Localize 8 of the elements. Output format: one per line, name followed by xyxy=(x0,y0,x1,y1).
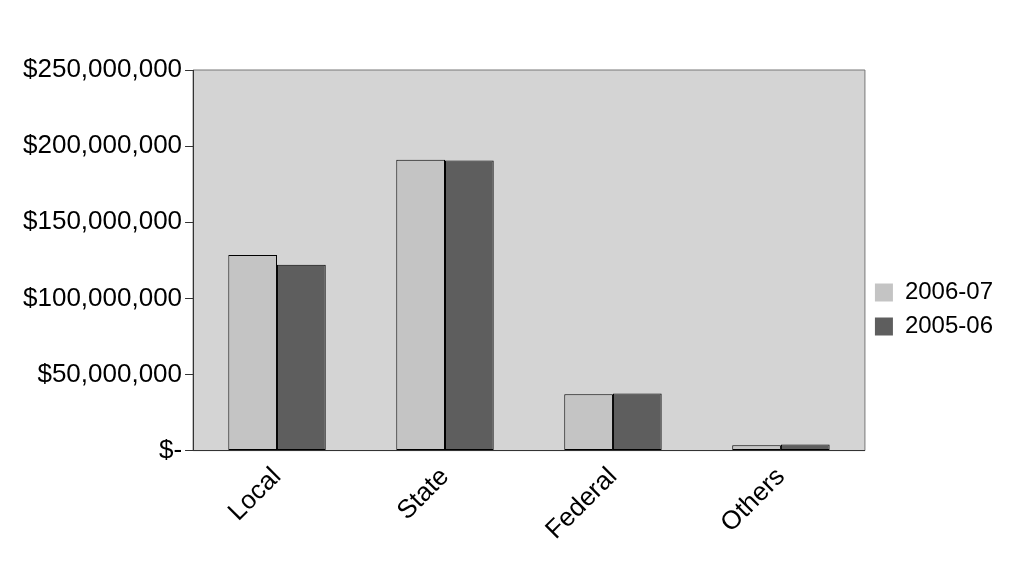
legend-label: 2005-06 xyxy=(904,311,993,339)
y-tick-label: $250,000,000 xyxy=(23,53,183,84)
y-tick-label: $- xyxy=(158,433,183,464)
y-tick-label: $150,000,000 xyxy=(23,205,183,236)
y-tick-label: $200,000,000 xyxy=(23,129,183,160)
y-tick-label: $50,000,000 xyxy=(37,357,183,388)
legend-label: 2006-07 xyxy=(904,277,993,305)
y-tick-label: $100,000,000 xyxy=(23,281,183,312)
